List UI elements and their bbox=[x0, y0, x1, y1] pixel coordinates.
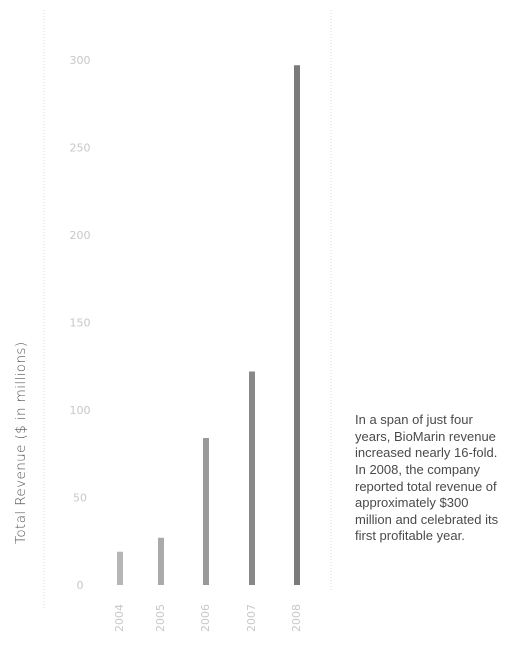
chart-annotation: In a span of just four years, BioMarin r… bbox=[355, 412, 499, 544]
chart-frame bbox=[43, 10, 332, 610]
x-tick-label: 2004 bbox=[113, 604, 126, 632]
bar-2005 bbox=[158, 537, 164, 585]
bars bbox=[117, 65, 300, 585]
bar-2004 bbox=[117, 551, 123, 585]
y-axis-label: Total Revenue ($ in millions) bbox=[13, 341, 29, 544]
y-tick-label: 100 bbox=[70, 404, 91, 417]
y-tick-labels: 0 50 100 150 200 250 300 bbox=[70, 54, 91, 592]
x-tick-label: 2006 bbox=[199, 604, 212, 632]
y-tick-label: 150 bbox=[70, 317, 91, 330]
bar-2006 bbox=[203, 438, 209, 585]
bar-2007 bbox=[249, 371, 255, 585]
x-tick-label: 2007 bbox=[245, 604, 258, 632]
y-tick-label: 50 bbox=[73, 492, 87, 505]
x-tick-label: 2005 bbox=[154, 604, 167, 632]
x-tick-labels: 2004 2005 2006 2007 2008 bbox=[113, 604, 303, 632]
x-tick-label: 2008 bbox=[290, 604, 303, 632]
y-tick-label: 200 bbox=[70, 229, 91, 242]
y-tick-label: 300 bbox=[70, 54, 91, 67]
y-tick-label: 250 bbox=[70, 142, 91, 155]
y-tick-label: 0 bbox=[77, 579, 84, 592]
bar-2008 bbox=[294, 65, 300, 585]
